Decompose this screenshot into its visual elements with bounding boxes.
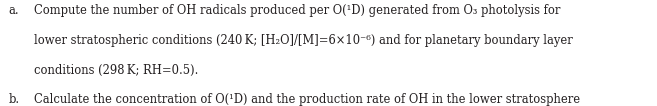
Text: Compute the number of OH radicals produced per O(¹D) generated from O₃ photolysi: Compute the number of OH radicals produc… bbox=[34, 4, 560, 17]
Text: conditions (298 K; RH=0.5).: conditions (298 K; RH=0.5). bbox=[34, 64, 198, 77]
Text: lower stratospheric conditions (240 K; [H₂O]/[M]=6×10⁻⁶) and for planetary bound: lower stratospheric conditions (240 K; [… bbox=[34, 34, 573, 47]
Text: a.: a. bbox=[9, 4, 19, 17]
Text: Calculate the concentration of O(¹D) and the production rate of OH in the lower : Calculate the concentration of O(¹D) and… bbox=[34, 93, 580, 106]
Text: b.: b. bbox=[9, 93, 20, 106]
